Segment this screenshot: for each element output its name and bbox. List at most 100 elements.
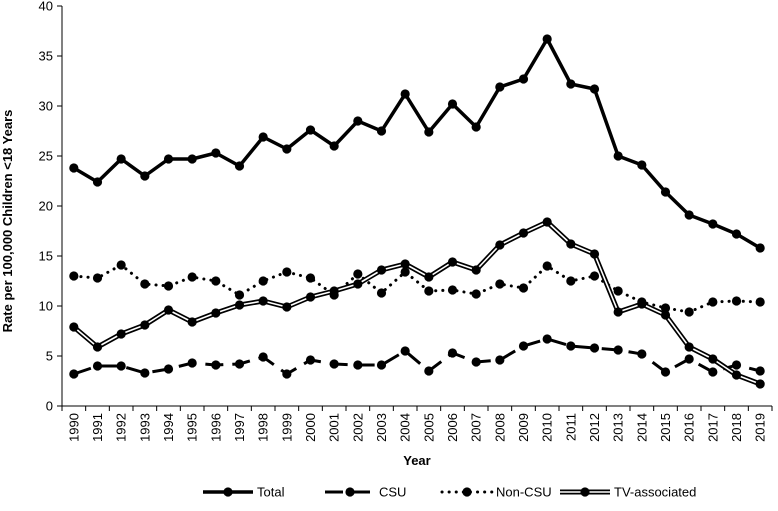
x-tick-label: 2007 bbox=[469, 413, 484, 442]
tv-associated-point-1992 bbox=[116, 329, 126, 339]
csu-point-2004 bbox=[400, 346, 410, 356]
legend-marker-total bbox=[223, 487, 233, 497]
tv-associated-point-2006 bbox=[447, 257, 458, 267]
legend-item-total: Total bbox=[203, 485, 285, 500]
total-point-2019 bbox=[755, 243, 765, 253]
tv-associated-point-2019 bbox=[755, 379, 765, 389]
tv-associated-point-2016 bbox=[684, 342, 694, 352]
series-tv-associated bbox=[69, 217, 765, 389]
total-point-1999 bbox=[282, 144, 292, 154]
tv-associated-point-1990 bbox=[69, 322, 79, 332]
x-axis-title: Year bbox=[403, 453, 430, 468]
non-csu-point-2005 bbox=[424, 286, 434, 296]
total-point-2015 bbox=[660, 187, 671, 197]
csu-point-1991 bbox=[92, 361, 103, 371]
total-point-1994 bbox=[163, 154, 174, 164]
non-csu-point-1993 bbox=[140, 279, 150, 289]
y-tick-label: 0 bbox=[46, 399, 53, 414]
csu-point-2009 bbox=[518, 341, 529, 351]
csu-point-2006 bbox=[447, 348, 458, 358]
non-csu-point-1991 bbox=[92, 273, 103, 283]
csu-point-2003 bbox=[376, 360, 387, 370]
total-point-2011 bbox=[566, 79, 576, 89]
x-tick-label: 2006 bbox=[445, 413, 460, 442]
series-total bbox=[69, 34, 765, 253]
legend-item-non-csu: Non-CSU bbox=[440, 485, 552, 500]
total-point-2018 bbox=[731, 229, 742, 239]
x-tick-label: 2013 bbox=[611, 413, 626, 442]
tv-associated-point-2015 bbox=[660, 310, 671, 320]
total-point-1993 bbox=[140, 171, 150, 181]
total-point-2006 bbox=[447, 99, 458, 109]
non-csu-point-2019 bbox=[755, 297, 765, 307]
y-tick-label: 10 bbox=[39, 299, 53, 314]
csu-point-2001 bbox=[329, 359, 339, 369]
y-tick-label: 40 bbox=[39, 0, 53, 14]
tv-associated-point-1993 bbox=[140, 320, 150, 330]
tv-associated-point-2008 bbox=[495, 240, 505, 250]
total-point-2013 bbox=[613, 151, 623, 161]
total-point-1996 bbox=[211, 148, 221, 158]
csu-point-2008 bbox=[495, 355, 505, 365]
tv-associated-point-2005 bbox=[424, 272, 434, 282]
non-csu-point-2015 bbox=[660, 303, 671, 313]
x-tick-label: 1997 bbox=[232, 413, 247, 442]
total-point-2007 bbox=[471, 122, 481, 132]
total-point-2016 bbox=[684, 210, 694, 220]
total-point-2017 bbox=[708, 219, 718, 229]
y-axis-title: Rate per 100,000 Children <18 Years bbox=[0, 110, 15, 333]
csu-point-2011 bbox=[566, 341, 576, 351]
tv-associated-point-2017 bbox=[708, 354, 718, 364]
x-tick-label: 1999 bbox=[279, 413, 294, 442]
x-tick-label: 1994 bbox=[161, 413, 176, 442]
y-tick-label: 35 bbox=[39, 49, 53, 64]
total-point-2002 bbox=[353, 116, 363, 126]
y-tick-label: 25 bbox=[39, 149, 53, 164]
non-csu-point-2012 bbox=[589, 271, 600, 281]
total-point-2008 bbox=[495, 82, 505, 92]
total-point-1998 bbox=[258, 132, 268, 142]
series-csu bbox=[69, 334, 765, 379]
non-csu-point-2004 bbox=[400, 267, 410, 277]
csu-point-1998 bbox=[258, 352, 268, 362]
x-tick-label: 2012 bbox=[587, 413, 602, 442]
axes bbox=[61, 6, 772, 407]
non-csu-point-2006 bbox=[447, 285, 458, 295]
csu-point-1999 bbox=[282, 369, 292, 379]
non-csu-point-2003 bbox=[376, 288, 387, 298]
tv-associated-point-1995 bbox=[187, 317, 197, 327]
x-tick-label: 1992 bbox=[114, 413, 129, 442]
csu-point-1993 bbox=[140, 368, 150, 378]
x-tick-label: 2014 bbox=[634, 413, 649, 442]
tv-associated-point-2002 bbox=[353, 279, 363, 289]
tv-associated-point-2011 bbox=[566, 239, 576, 249]
total-point-1997 bbox=[234, 161, 245, 171]
csu-point-2005 bbox=[424, 366, 434, 376]
csu-point-1992 bbox=[116, 361, 126, 371]
non-csu-point-2010 bbox=[542, 261, 552, 271]
csu-point-2017 bbox=[708, 367, 718, 377]
legend-item-tv-associated: TV-associated bbox=[560, 485, 696, 500]
csu-point-2002 bbox=[353, 360, 363, 370]
non-csu-point-2002 bbox=[353, 269, 363, 279]
legend-label-csu: CSU bbox=[379, 485, 406, 500]
tv-associated-point-1997 bbox=[234, 300, 245, 310]
x-tick-label: 2010 bbox=[540, 413, 555, 442]
y-tick-labels: 0 5 10 15 20 25 30 35 40 bbox=[39, 0, 62, 414]
x-tick-label: 1993 bbox=[137, 413, 152, 442]
x-tick-label: 2005 bbox=[421, 413, 436, 442]
csu-point-2016 bbox=[684, 354, 694, 364]
x-tick-label: 1995 bbox=[185, 413, 200, 442]
series-non-csu bbox=[69, 260, 765, 317]
tv-associated-point-2012 bbox=[589, 249, 600, 259]
legend-marker-tv-associated bbox=[580, 487, 590, 497]
legend-label-total: Total bbox=[257, 485, 285, 500]
non-csu-point-2007 bbox=[471, 289, 481, 299]
x-tick-label: 1998 bbox=[256, 413, 271, 442]
tv-associated-point-2013 bbox=[613, 307, 623, 317]
non-csu-point-2000 bbox=[305, 273, 316, 283]
csu-point-2018 bbox=[731, 360, 742, 370]
total-point-1991 bbox=[92, 177, 103, 187]
total-point-1995 bbox=[187, 154, 197, 164]
tv-associated-point-1991 bbox=[92, 342, 103, 352]
